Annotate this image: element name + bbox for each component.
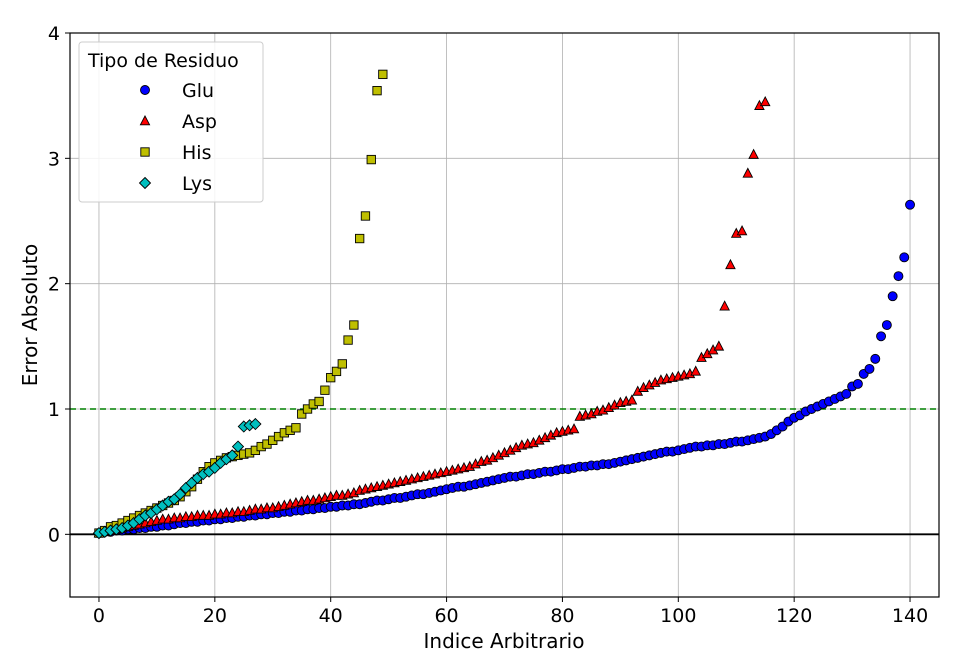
y-tick-label: 1 [48,399,60,421]
legend-marker [140,147,150,157]
data-point [568,423,580,434]
x-tick-label: 100 [660,605,696,627]
data-point [173,488,187,501]
legend: Tipo de Residuo Glu Asp His Lys [78,41,264,203]
data-point [899,252,910,263]
series-glu [94,199,915,539]
data-point [736,225,748,236]
legend-item-his: His [140,142,211,164]
x-tick-label: 40 [319,605,343,627]
reference-lines [70,408,939,536]
data-point [870,353,881,364]
data-point [378,69,388,80]
x-tick-label: 0 [93,605,105,627]
legend-label: Lys [182,173,212,195]
data-point [331,366,342,377]
data-point [302,404,313,414]
data-marks [92,69,915,540]
legend-item-asp: Asp [139,111,217,133]
data-point [881,320,892,330]
data-point [626,394,638,405]
plot-frame [69,32,940,598]
data-point [713,340,725,351]
data-point [314,396,324,407]
data-point [337,359,347,369]
y-tick-label: 2 [48,274,60,296]
x-tick-label: 120 [776,605,812,627]
legend-item-lys: Lys [138,173,212,195]
data-point [291,423,301,433]
data-point [372,86,382,96]
x-tick-label: 20 [203,605,227,627]
y-axis-label: Error Absoluto [18,244,42,386]
legend-label: Asp [182,111,217,133]
y-tick-label: 0 [48,524,60,546]
data-point [748,148,759,159]
data-point [759,95,771,107]
x-tick-label: 60 [434,605,458,627]
data-point [349,320,359,330]
legend-box [78,41,264,203]
data-point [343,335,353,345]
legend-marker [140,85,150,95]
series-lys [92,417,262,540]
data-point [366,154,376,165]
data-point [876,331,887,342]
legend-marker [139,115,151,126]
y-tick-label: 4 [48,23,60,45]
legend-title: Tipo de Residuo [87,50,239,72]
data-point [249,417,262,431]
legend-marker [138,176,152,190]
x-tick-label: 80 [550,605,574,627]
legend-label: Glu [182,80,214,102]
data-point [297,409,307,419]
data-point [841,389,852,399]
data-point [742,167,754,178]
x-tick-label: 140 [892,605,928,627]
data-point [905,199,915,210]
data-point [887,291,898,302]
x-axis-label: Indice Arbitrario [424,629,585,653]
data-point [226,449,239,462]
data-point [690,365,702,376]
axis-ticks: 0 20 40 60 80 100 120 140 0 1 2 3 4 [48,23,928,627]
y-tick-label: 3 [48,148,60,170]
data-point [360,211,371,221]
legend-item-glu: Glu [140,80,214,102]
data-point [719,300,730,311]
data-point [893,271,904,282]
data-point [355,233,365,244]
data-point [320,385,330,395]
data-point [231,440,245,453]
data-point [725,258,736,270]
legend-label: His [182,142,211,164]
data-point [864,363,875,374]
data-point [852,378,863,389]
data-point [326,373,336,383]
